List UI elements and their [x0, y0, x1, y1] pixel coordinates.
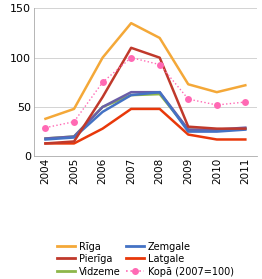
Legend: Rīga, Pierīga, Vidzeme, Kurzeme, Zemgale, Latgale, Kopā (2007=100): Rīga, Pierīga, Vidzeme, Kurzeme, Zemgale…: [53, 238, 237, 279]
